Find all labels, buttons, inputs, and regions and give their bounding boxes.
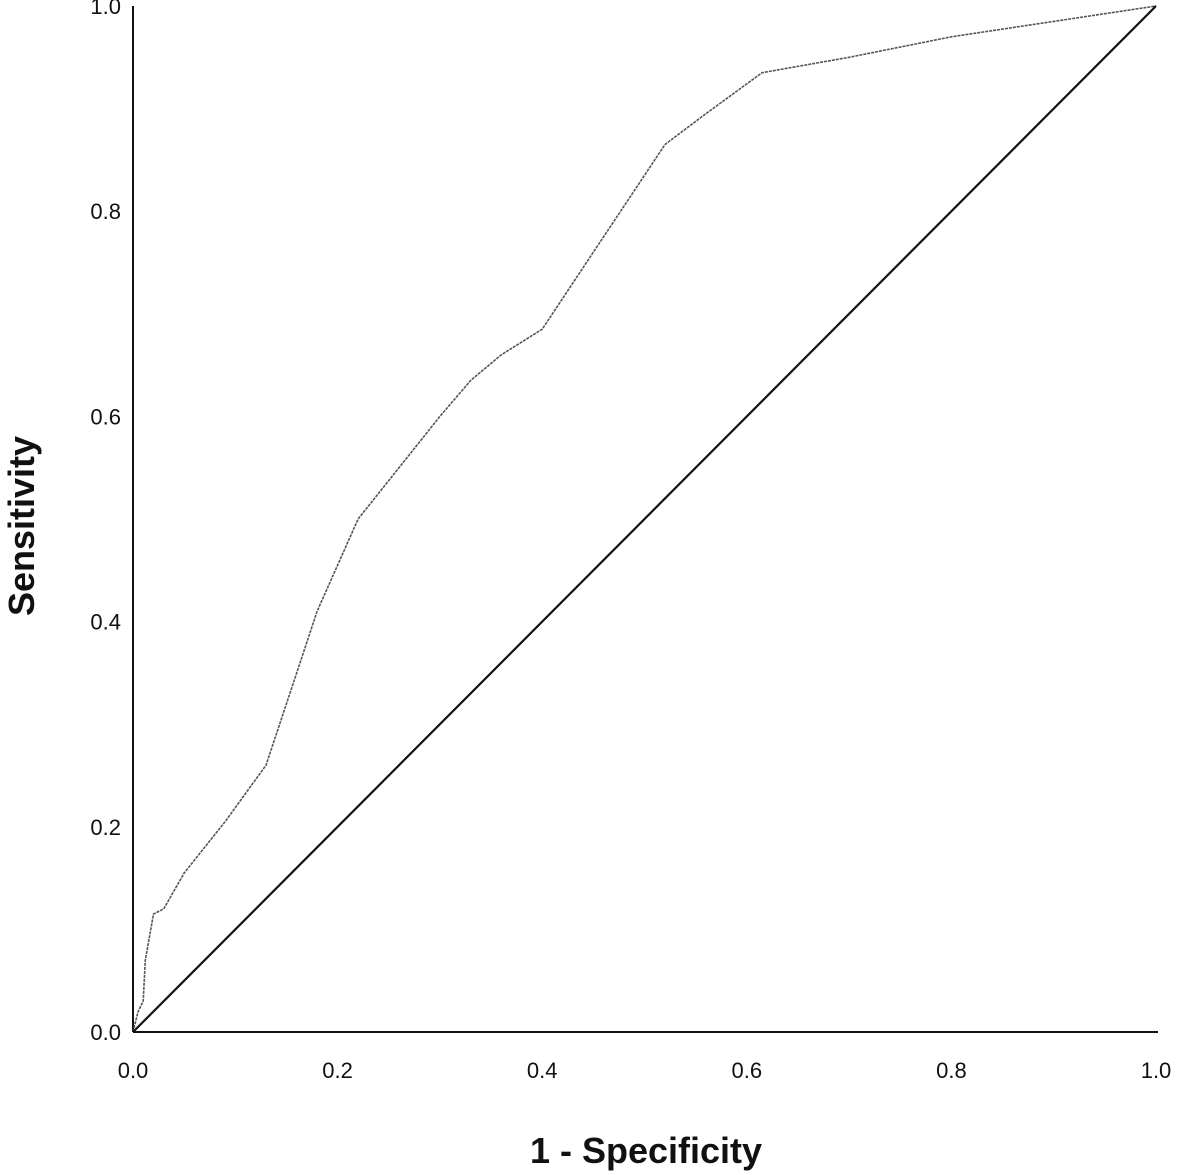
y-tick-label: 0.8	[90, 199, 121, 224]
x-tick-label: 0.4	[527, 1058, 558, 1083]
y-tick-label: 0.0	[90, 1020, 121, 1045]
x-axis-title: 1 - Specificity	[530, 1130, 762, 1171]
y-tick-label: 0.6	[90, 404, 121, 429]
y-tick-label: 1.0	[90, 0, 121, 19]
y-tick-label: 0.2	[90, 815, 121, 840]
x-tick-labels: 0.0 0.2 0.4 0.6 0.8 1.0	[118, 1058, 1172, 1083]
y-axis-title: Sensitivity	[1, 436, 42, 616]
y-tick-labels: 0.0 0.2 0.4 0.6 0.8 1.0	[90, 0, 121, 1045]
x-tick-label: 1.0	[1141, 1058, 1172, 1083]
y-tick-label: 0.4	[90, 610, 121, 635]
x-tick-label: 0.8	[936, 1058, 967, 1083]
roc-curve-line	[132, 5, 1157, 1033]
series-layer	[132, 5, 1157, 1033]
x-tick-label: 0.2	[322, 1058, 353, 1083]
x-tick-label: 0.6	[732, 1058, 763, 1083]
x-tick-label: 0.0	[118, 1058, 149, 1083]
reference-diagonal-line	[132, 5, 1157, 1033]
